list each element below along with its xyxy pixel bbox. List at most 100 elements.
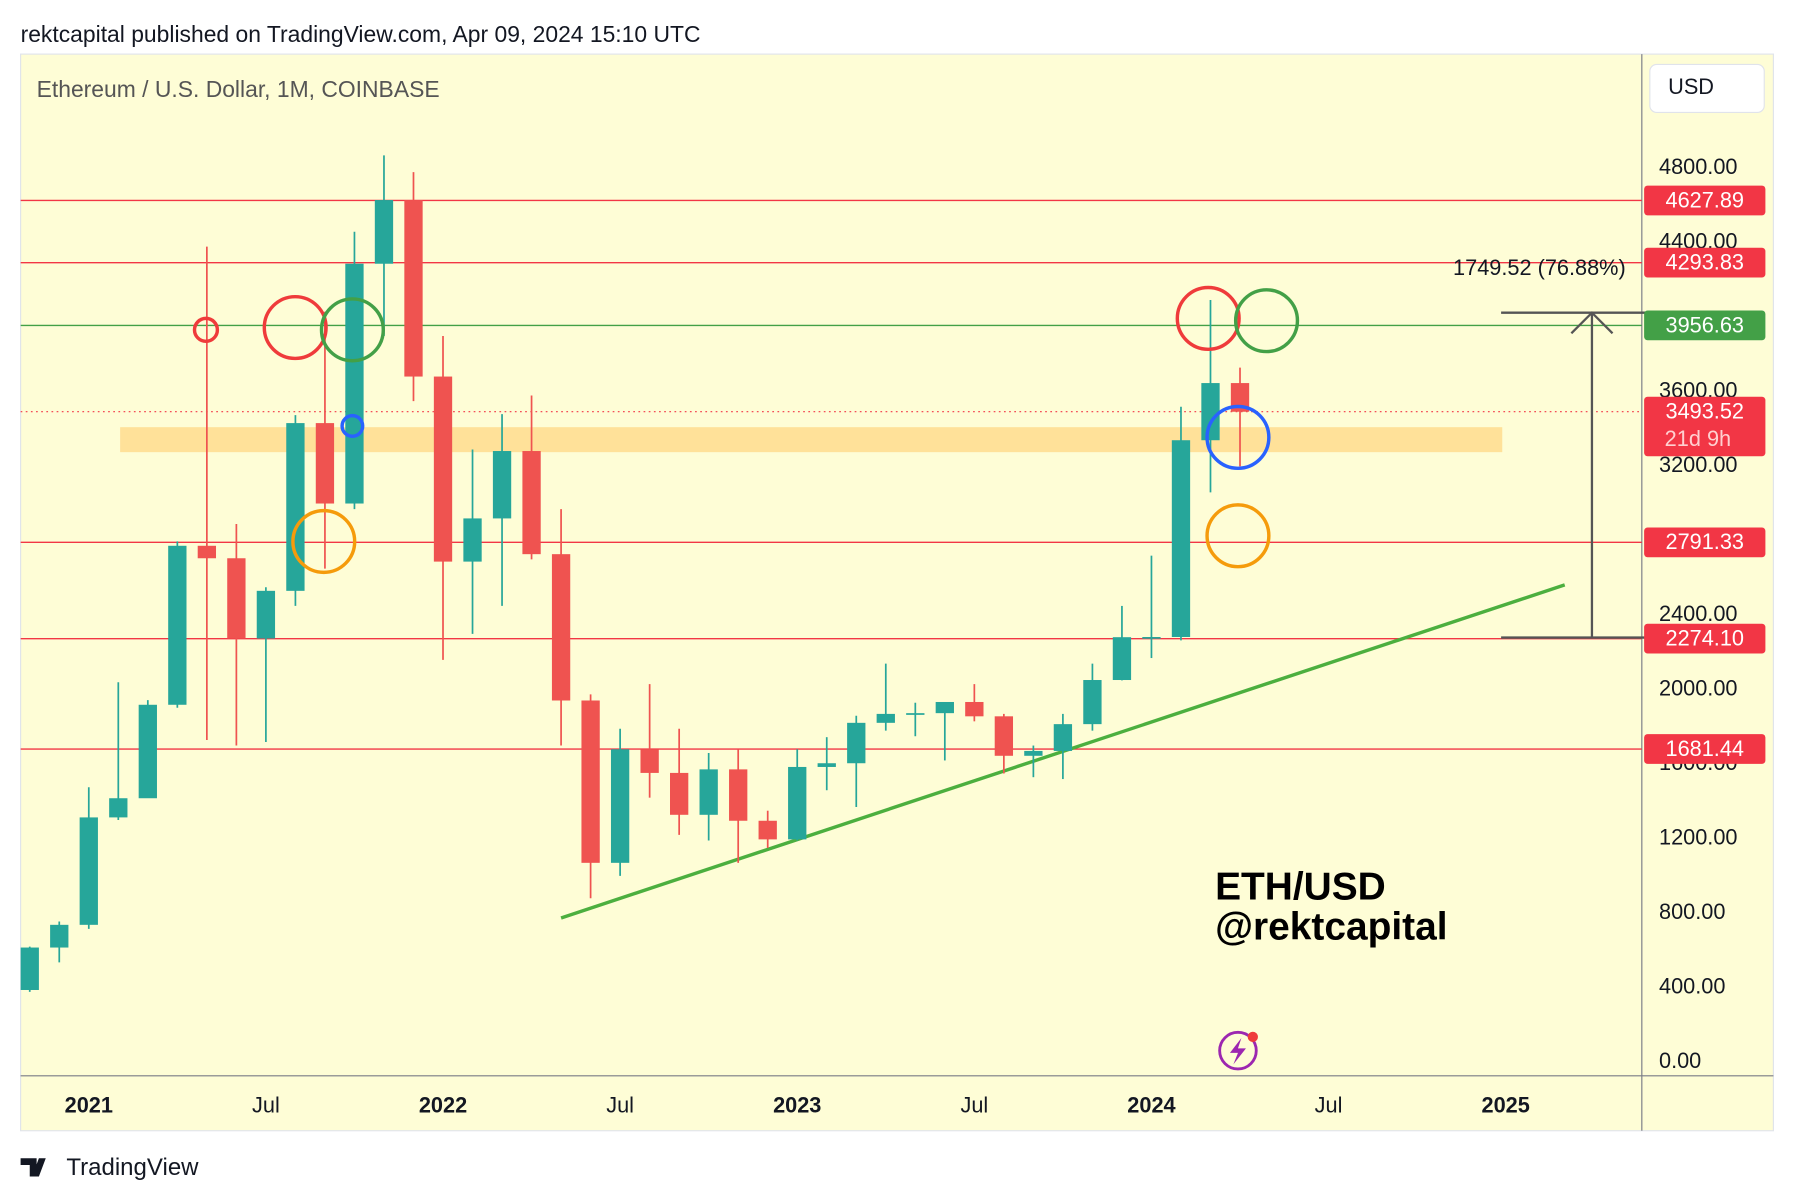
level-label: 2791.33 (1665, 529, 1744, 554)
level-label: 1681.44 (1665, 736, 1744, 761)
candle-body (286, 423, 305, 591)
candle-body (197, 545, 217, 559)
candle-body (876, 713, 895, 723)
candle-body (610, 749, 630, 863)
currency-button[interactable] (1649, 63, 1765, 114)
candle-body (433, 376, 453, 562)
brand: TradingView (66, 1154, 199, 1181)
x-tick-label: Jul (252, 1092, 280, 1117)
level-label: 4627.89 (1665, 187, 1744, 212)
candle-body (256, 590, 276, 639)
plot-area: 1749.52 (76.88%) (20, 155, 1642, 992)
candle-body (965, 701, 984, 717)
x-tick-label: Jul (606, 1092, 634, 1117)
x-tick-label: 2021 (65, 1092, 113, 1117)
level-label: 4293.83 (1665, 250, 1744, 275)
y-tick-label: 400.00 (1659, 973, 1725, 998)
publish-header: rektcapital published on TradingView.com… (21, 21, 701, 47)
candle-body (817, 763, 836, 767)
candle-body (1083, 680, 1102, 725)
countdown-label: 21d 9h (1665, 426, 1731, 451)
circle (291, 508, 357, 575)
y-tick-label: 2000.00 (1659, 675, 1738, 700)
candle-body (1201, 383, 1220, 441)
candle-body (1142, 637, 1161, 639)
level-tag (1644, 734, 1766, 764)
level-tag (1644, 623, 1766, 654)
candle-body (227, 558, 246, 639)
level-label: 3956.63 (1665, 312, 1744, 337)
candle-body (729, 769, 748, 821)
level-tag (1644, 247, 1766, 278)
candle-body (640, 749, 659, 773)
candle-body (345, 263, 364, 504)
level-label: 2274.10 (1665, 626, 1744, 651)
y-tick-label: 1200.00 (1659, 824, 1738, 849)
alert-icon[interactable] (1218, 1030, 1258, 1071)
candle-body (551, 554, 571, 701)
circle (262, 294, 328, 361)
circle (192, 316, 220, 343)
circle (1205, 404, 1271, 470)
level-tag (1644, 310, 1766, 341)
x-tick-label: Jul (960, 1092, 988, 1117)
candle-body (670, 772, 689, 815)
icon-ring (1218, 1030, 1258, 1071)
candle-body (20, 947, 39, 990)
circle (1205, 503, 1271, 569)
level-tag (1644, 185, 1766, 216)
candle-body (758, 820, 777, 840)
symbol-title: Ethereum / U.S. Dollar, 1M, COINBASE (37, 76, 440, 102)
candle-body (492, 451, 512, 519)
x-tick-label: 2023 (773, 1092, 821, 1117)
candle-body (906, 713, 925, 715)
candle-body (847, 722, 866, 764)
candle-body (404, 200, 423, 377)
candle-body (1024, 750, 1043, 756)
candle-body (788, 766, 807, 840)
candle-body (1230, 383, 1250, 412)
x-tick-label: 2022 (419, 1092, 467, 1117)
candle-body (109, 798, 128, 818)
last-price-tag (1644, 396, 1766, 457)
icon-bolt (1229, 1038, 1246, 1065)
candle-body (374, 200, 394, 264)
tv-logo: TradingView (20, 1154, 199, 1181)
watermark: ETH/USD (1215, 866, 1386, 909)
candle-body (1053, 724, 1073, 751)
circle (1175, 285, 1241, 352)
x-tick-label: Jul (1315, 1092, 1343, 1117)
candle-body (522, 451, 541, 555)
candle-body (699, 769, 718, 815)
candle-body (315, 423, 335, 504)
candle-body (1112, 637, 1132, 681)
candle-body (463, 518, 482, 562)
level-tag (1644, 527, 1766, 558)
y-tick-label: 0.00 (1659, 1048, 1701, 1073)
currency-label: USD (1668, 74, 1714, 99)
last-price-label: 3493.52 (1665, 399, 1744, 424)
circle (319, 297, 386, 363)
annotation-circles (192, 285, 1300, 575)
candle-body (168, 545, 187, 705)
measure-arrow (1570, 311, 1614, 335)
candle-body (994, 716, 1014, 756)
candle-body (935, 701, 954, 714)
watermark: @rektcapital (1215, 906, 1447, 949)
x-tick-label: 2024 (1127, 1092, 1175, 1117)
icon-dot (1247, 1031, 1258, 1043)
y-tick-label: 2400.00 (1659, 601, 1738, 626)
measure-label: 1749.52 (76.88%) (1453, 255, 1626, 280)
logo-mark (20, 1158, 46, 1177)
candle-body (1171, 440, 1191, 638)
candle-body (138, 704, 157, 799)
candle-body (79, 817, 98, 925)
y-tick-label: 800.00 (1659, 899, 1725, 924)
chart-pane (20, 53, 1774, 1132)
circle (340, 413, 365, 438)
x-tick-label: 2025 (1482, 1092, 1530, 1117)
candle-body (581, 700, 600, 863)
y-tick-label: 4800.00 (1659, 154, 1738, 179)
